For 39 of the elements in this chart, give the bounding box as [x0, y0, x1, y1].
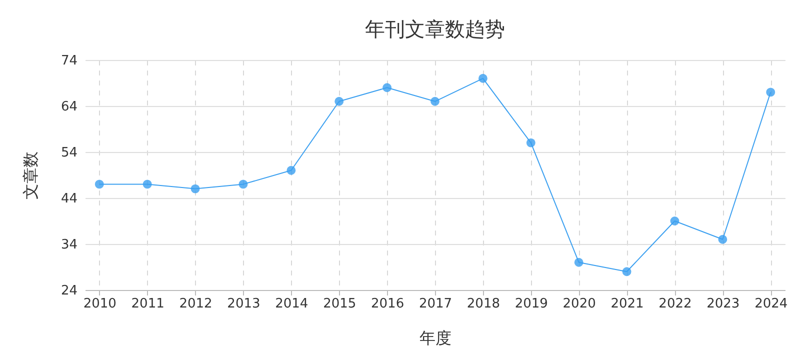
- y-tick-label: 64: [60, 100, 78, 114]
- x-tick-label: 2021: [610, 296, 644, 312]
- point: [190, 184, 200, 194]
- x-tick-label: 2012: [179, 296, 212, 312]
- point: [382, 83, 392, 92]
- point: [718, 234, 728, 244]
- x-tick-label: 2010: [83, 296, 116, 312]
- x-tick-label: 2024: [754, 296, 788, 312]
- point: [622, 267, 632, 276]
- x-tick-label: 2014: [275, 296, 308, 312]
- point: [526, 138, 536, 148]
- point: [286, 166, 296, 175]
- point: [94, 180, 104, 189]
- y-tick-label: 54: [60, 146, 78, 160]
- x-tick-label: 2017: [418, 296, 452, 312]
- x-tick-label: 2022: [658, 296, 692, 312]
- point: [238, 180, 248, 189]
- x-tick-label: 2020: [562, 296, 596, 312]
- point: [670, 216, 680, 226]
- x-axis-title: 年度: [420, 328, 452, 348]
- point: [430, 96, 440, 106]
- x-tick-label: 2011: [131, 296, 164, 312]
- point: [478, 74, 488, 83]
- x-tick-label: 2019: [514, 296, 548, 312]
- x-tick-label: 2016: [371, 296, 404, 312]
- x-tick-label: 2023: [706, 296, 740, 312]
- x-tick-label: 2018: [466, 296, 500, 312]
- y-axis-title: 文章数: [20, 152, 40, 200]
- point: [574, 258, 584, 267]
- y-tick-label: 74: [60, 54, 78, 68]
- chart-title: 年刊文章数趋势: [365, 17, 505, 41]
- y-tick-label: 44: [60, 192, 78, 206]
- point: [334, 96, 344, 106]
- y-tick-label: 34: [60, 238, 78, 252]
- point: [766, 88, 776, 97]
- x-tick-label: 2013: [227, 296, 260, 312]
- y-tick-label: 24: [60, 284, 78, 298]
- point: [142, 180, 152, 189]
- x-tick-label: 2015: [323, 296, 356, 312]
